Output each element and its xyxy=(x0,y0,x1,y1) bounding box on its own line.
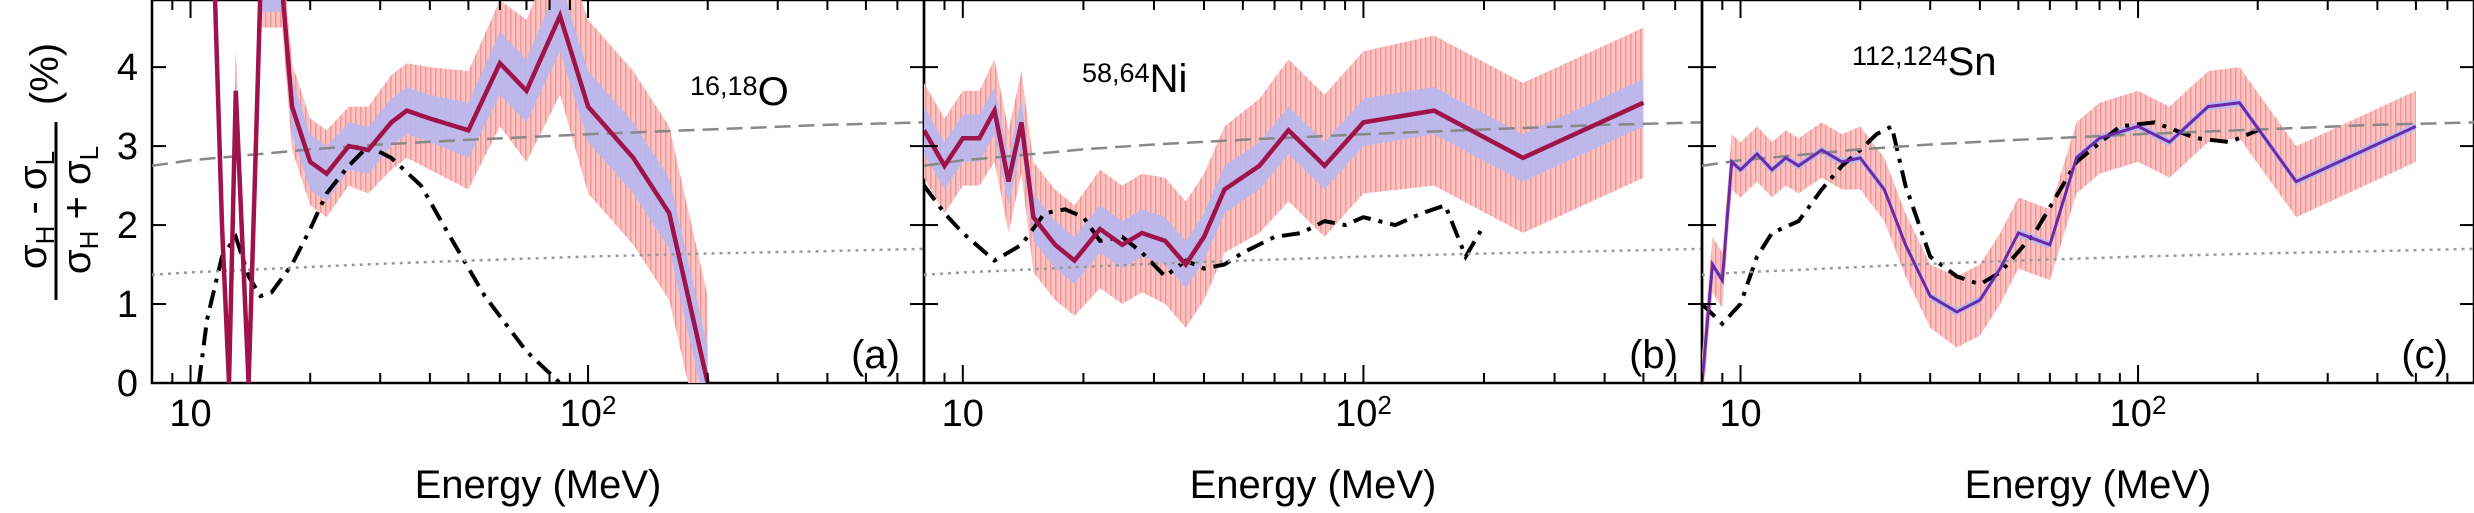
y-label-unit: (%) xyxy=(23,43,67,105)
series-model-dotted xyxy=(924,247,1702,277)
axes-layer: 10 102 xyxy=(1701,0,2474,435)
y-tick-label: 0 xyxy=(117,363,138,405)
axes-layer: 10 102 xyxy=(923,0,1703,435)
series-model-dotted xyxy=(152,247,924,277)
panel-c: 10 102 112,124Sn (c) Energy (MeV) xyxy=(1700,0,2474,507)
nucleus-label: 112,124Sn xyxy=(1852,40,1997,84)
x-tick-label: 102 xyxy=(1335,390,1392,435)
y-tick-label: 3 xyxy=(117,126,138,168)
plot-layer xyxy=(924,27,1702,328)
x-tick-label: 10 xyxy=(169,393,211,435)
y-label-denominator: σH + σL xyxy=(55,146,104,274)
plot-layer xyxy=(152,0,924,383)
panel-label: (a) xyxy=(851,333,900,377)
x-tick-label: 102 xyxy=(2110,390,2167,435)
series-model-dashdot xyxy=(1702,120,2259,327)
x-tick-label: 10 xyxy=(942,393,984,435)
series-model-dotted xyxy=(1702,247,2474,277)
y-label-numerator: σH - σL xyxy=(11,151,60,269)
series-model-dashdot xyxy=(196,143,562,383)
panel-a: 0 1 2 3 4 10 102 16,18O (a) Energy (MeV) xyxy=(117,0,926,507)
x-axis-label: Energy (MeV) xyxy=(415,463,662,507)
series-experiment-line xyxy=(924,100,1645,269)
y-tick-label: 1 xyxy=(117,284,138,326)
x-axis-label: Energy (MeV) xyxy=(1190,463,1437,507)
x-axis-label: Energy (MeV) xyxy=(1965,463,2212,507)
series-experiment-line xyxy=(1702,101,2417,383)
nucleus-label: 16,18O xyxy=(690,70,789,114)
series-model-dashed xyxy=(152,121,924,168)
panel-label: (c) xyxy=(2401,333,2448,377)
series-experiment-line xyxy=(212,0,710,383)
series-model-dashed xyxy=(924,121,1702,168)
plot-layer xyxy=(1702,67,2474,383)
error-band-outer xyxy=(1702,67,2416,383)
y-tick-label: 2 xyxy=(117,205,138,247)
panel-label: (b) xyxy=(1629,333,1678,377)
x-tick-label: 102 xyxy=(560,390,617,435)
x-tick-label: 10 xyxy=(1719,393,1761,435)
panel-b: 10 102 58,64Ni (b) Energy (MeV) xyxy=(922,0,1704,507)
panel-frame xyxy=(1700,0,2474,385)
nucleus-label: 58,64Ni xyxy=(1082,57,1187,101)
series-model-dashed xyxy=(1702,121,2474,168)
axes-layer: 0 1 2 3 4 10 102 xyxy=(117,0,925,435)
y-axis-label: σH - σL σH + σL (%) xyxy=(11,43,104,300)
series-model-dashdot xyxy=(924,184,1486,280)
error-band-outer xyxy=(924,27,1644,328)
y-tick-label: 4 xyxy=(117,47,138,89)
